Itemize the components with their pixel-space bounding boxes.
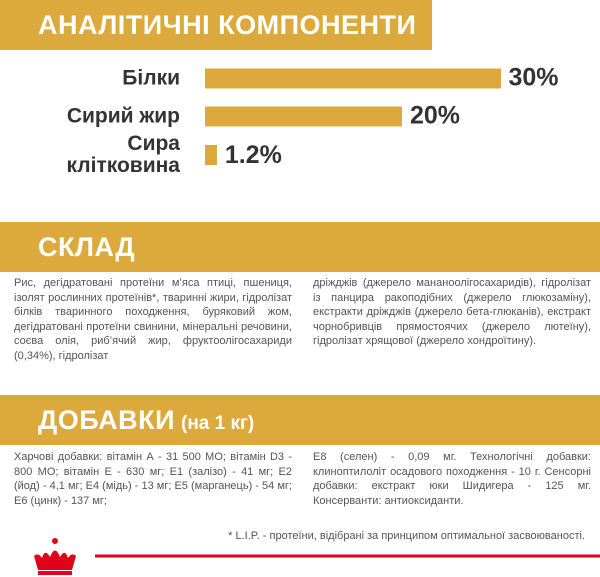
value-label: 30% xyxy=(508,63,559,92)
value-label: 1.2% xyxy=(224,140,282,169)
logo-area xyxy=(34,538,600,575)
bar-row: Сира клітковина 1.2% xyxy=(0,133,600,177)
bar-row: Білки 30% xyxy=(0,64,600,93)
category-label: Білки xyxy=(122,66,180,89)
section-header: АНАЛІТИЧНІ КОМПОНЕНТИ xyxy=(0,0,432,50)
section-title: ДОБАВКИ xyxy=(38,405,175,435)
paragraph: Е8 (селен) - 0,09 мг. Технологічні добав… xyxy=(313,451,591,507)
category-label: Сира клітковина xyxy=(66,132,180,177)
bar xyxy=(205,145,217,165)
value-label: 20% xyxy=(410,101,461,130)
bar xyxy=(205,106,402,126)
paragraph: дріжджів (джерело мананоолігосахаридів),… xyxy=(313,277,591,347)
paragraph: Рис, дегідратовані протеїни м’яса птиці,… xyxy=(14,277,292,362)
bar-row: Сирий жир 20% xyxy=(0,102,600,131)
category-label: Сирий жир xyxy=(66,104,180,127)
section-header: СКЛАД xyxy=(0,222,600,272)
logo xyxy=(34,538,76,575)
paragraph: Харчові добавки: вітамін А - 31 500 МО; … xyxy=(14,451,292,507)
bar xyxy=(205,68,501,88)
section-subtitle: (на 1 кг) xyxy=(181,413,255,434)
section-header: ДОБАВКИ (на 1 кг) xyxy=(0,395,600,445)
footnote: * L.I.P. - протеїни, відібрані за принци… xyxy=(228,530,585,542)
